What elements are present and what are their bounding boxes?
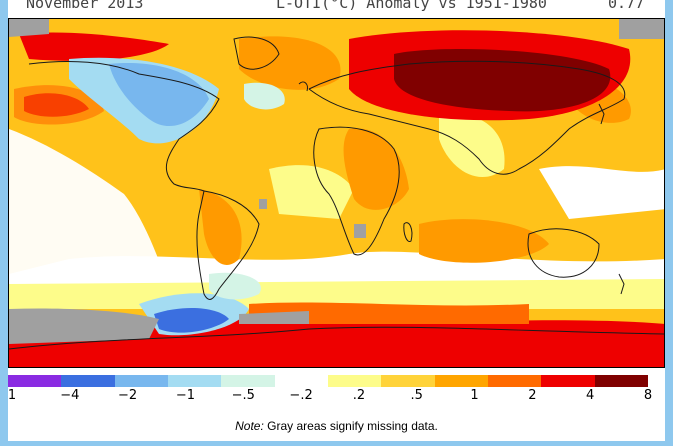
missing-data-congo (259, 199, 267, 209)
anomaly-region-canada-blue (109, 63, 209, 127)
legend-tick-10: 4 (586, 388, 595, 403)
anomaly-region-pacific-white (9, 129, 169, 289)
coastline-japan (598, 103, 605, 125)
legend-swatch-6 (327, 375, 382, 387)
legend-swatch-11 (594, 375, 648, 387)
anomaly-region-indian-orange (419, 219, 549, 263)
legend-swatch-3 (167, 375, 222, 387)
anomaly-region-antarctic-orange (249, 302, 529, 324)
anomaly-region-south-pacific-mint (209, 272, 261, 300)
coastline-australia (527, 228, 600, 278)
missing-data-arctic-west (9, 19, 49, 37)
legend-swatch-8 (434, 375, 488, 387)
coastline-africa (313, 126, 400, 256)
header-global-mean: 0.77 (608, 0, 645, 12)
missing-data-antarctic-west (9, 308, 159, 344)
anomaly-region-pacific-pale (539, 166, 664, 219)
coastline-north-america (28, 61, 220, 192)
color-scale-legend (8, 375, 648, 387)
header-date: November 2013 (26, 0, 144, 12)
coastline-british-isles (298, 81, 308, 92)
coastline-greenland (233, 36, 280, 70)
header-title: L-OTI(°C) Anomaly vs 1951-1980 (276, 0, 547, 12)
legend-tick-3: −1 (175, 388, 196, 403)
legend-tick-7: .5 (410, 388, 423, 403)
missing-data-antarctic-mid (239, 311, 309, 324)
legend-tick-11: 8 (643, 388, 653, 403)
legend-swatch-7 (381, 375, 435, 387)
color-scale-ticks: 1 −4 −2 −1 −.5 −.2 .2 .5 1 2 4 8 (8, 388, 665, 404)
missing-data-note: Note: Gray areas signify missing data. (8, 419, 665, 433)
anomaly-region-indian-white (269, 165, 354, 219)
coastline-europe-asia (308, 60, 626, 175)
legend-tick-9: 2 (528, 388, 537, 403)
legend-swatch-10 (541, 375, 595, 387)
missing-data-sahara (354, 224, 366, 238)
coastline-antarctica (9, 326, 664, 350)
anomaly-region-southern-ocean-blue (154, 307, 229, 333)
anomaly-region-south-america-orange (199, 189, 242, 265)
legend-tick-2: −2 (118, 388, 138, 403)
anomaly-region-arctic-red-west (19, 32, 169, 61)
legend-swatch-1 (61, 375, 115, 387)
anomaly-map-svg (9, 19, 664, 367)
anomaly-region-north-pacific-orange-ring (14, 85, 104, 125)
legend-swatch-2 (114, 375, 168, 387)
coastline-new-zealand (618, 273, 625, 295)
legend-tick-1: −4 (60, 388, 80, 403)
note-text: Gray areas signify missing data. (267, 419, 438, 433)
coastline-south-america (196, 190, 260, 300)
legend-tick-6: .2 (352, 388, 366, 403)
legend-tick-0: 1 (7, 388, 17, 403)
map-header: November 2013 L-OTI(°C) Anomaly vs 1951-… (8, 0, 665, 18)
anomaly-region-north-atlantic-mint (244, 82, 285, 110)
legend-tick-5: −.2 (289, 388, 313, 403)
legend-swatch-0 (8, 375, 62, 387)
coastlines (9, 36, 664, 350)
note-label: Note: (235, 419, 264, 433)
anomaly-map (8, 18, 665, 368)
map-panel: November 2013 L-OTI(°C) Anomaly vs 1951-… (8, 0, 665, 441)
missing-data-arctic-east (619, 19, 664, 39)
anomaly-region-africa-orange (343, 128, 409, 210)
anomaly-region-arctic-orange (239, 36, 341, 90)
coastline-madagascar (403, 222, 413, 243)
legend-swatch-5 (274, 375, 328, 387)
anomaly-region-india-white (439, 113, 505, 178)
anomaly-region-siberia-dark-red (394, 49, 611, 112)
legend-swatch-9 (487, 375, 542, 387)
legend-tick-4: −.5 (231, 388, 255, 403)
legend-tick-8: 1 (470, 388, 479, 403)
legend-swatch-4 (221, 375, 275, 387)
